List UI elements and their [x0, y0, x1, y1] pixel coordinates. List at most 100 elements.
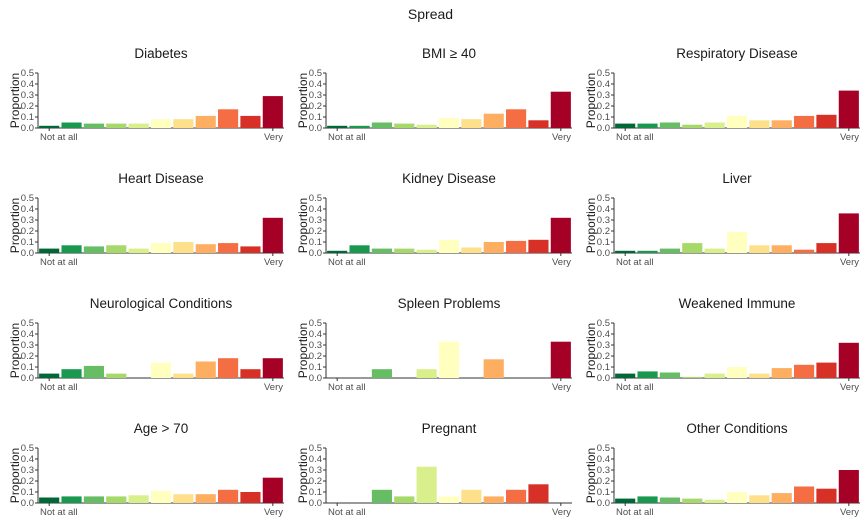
x-tick-label-start: Not at all — [328, 257, 366, 268]
panel-title: Liver — [722, 171, 752, 186]
y-tick-label: 0.1 — [21, 487, 34, 498]
y-tick-label: 0.3 — [21, 90, 34, 101]
y-tick-label: 0.5 — [597, 193, 610, 204]
y-tick-label: 0.0 — [21, 373, 34, 384]
y-tick-label: 0.0 — [21, 123, 34, 134]
bar — [771, 493, 792, 503]
bar — [416, 124, 437, 128]
bar — [528, 239, 549, 253]
x-tick-label-start: Not at all — [40, 132, 78, 143]
y-tick-label: 0.5 — [309, 68, 322, 79]
x-tick-label-start: Not at all — [328, 132, 366, 143]
y-tick-label: 0.5 — [21, 193, 34, 204]
bar — [394, 123, 415, 128]
y-tick-label: 0.1 — [309, 237, 322, 248]
bar — [83, 365, 104, 378]
y-axis-label: Proportion — [296, 73, 310, 128]
chart-panel: Respiratory DiseaseProportion0.00.10.20.… — [584, 46, 860, 143]
y-tick-label: 0.4 — [21, 454, 34, 465]
bar — [61, 369, 82, 378]
bar — [682, 376, 703, 378]
bar — [682, 498, 703, 503]
x-tick-label-end: Very — [552, 507, 571, 518]
bar — [726, 367, 748, 378]
bar — [438, 118, 460, 128]
bar — [816, 243, 837, 253]
bar — [506, 109, 527, 128]
x-tick-label-start: Not at all — [616, 257, 654, 268]
bar — [128, 248, 149, 253]
x-tick-label-end: Very — [552, 257, 571, 268]
chart-panel: Heart Disease Proportion0.00.10.20.30.40.… — [8, 171, 284, 268]
bar — [682, 124, 703, 128]
bar — [39, 373, 60, 378]
bar — [771, 245, 792, 253]
y-tick-label: 0.1 — [597, 237, 610, 248]
bar — [195, 494, 216, 503]
bar — [349, 245, 370, 253]
bar — [39, 248, 60, 253]
bar — [726, 492, 748, 503]
x-tick-label-end: Very — [264, 132, 283, 143]
y-axis-label: Proportion — [296, 198, 310, 253]
bar — [483, 359, 504, 378]
y-tick-label: 0.5 — [309, 443, 322, 454]
y-tick-label: 0.3 — [21, 215, 34, 226]
y-tick-label: 0.4 — [21, 204, 34, 215]
bar — [771, 368, 792, 378]
bar — [106, 123, 127, 128]
bar — [240, 115, 261, 128]
bar — [262, 217, 283, 253]
bar — [838, 342, 859, 378]
bar — [150, 490, 172, 503]
bar — [704, 248, 725, 253]
bar — [506, 240, 527, 253]
y-tick-label: 0.3 — [21, 340, 34, 351]
y-axis-label: Proportion — [8, 198, 22, 253]
bar — [240, 246, 261, 253]
bar — [218, 109, 239, 128]
bar — [83, 496, 104, 503]
bar — [615, 123, 636, 128]
bar — [637, 123, 658, 128]
y-tick-label: 0.4 — [597, 454, 610, 465]
y-tick-label: 0.1 — [21, 362, 34, 373]
y-tick-label: 0.5 — [21, 443, 34, 454]
x-tick-label-end: Very — [264, 382, 283, 393]
bar — [39, 125, 60, 128]
y-tick-label: 0.4 — [309, 329, 322, 340]
panel-title: BMI ≥ 40 — [422, 46, 476, 61]
bar — [704, 499, 725, 503]
bar — [327, 250, 348, 253]
y-tick-label: 0.3 — [309, 465, 322, 476]
bar — [240, 369, 261, 378]
y-axis-label: Proportion — [8, 323, 22, 378]
x-tick-label-end: Very — [264, 507, 283, 518]
bar — [150, 243, 172, 253]
bar — [726, 115, 748, 128]
bar — [637, 371, 658, 378]
bar — [659, 248, 680, 253]
bar — [615, 498, 636, 503]
y-axis-label: Proportion — [584, 448, 598, 503]
bar — [816, 488, 837, 503]
bar — [483, 496, 504, 503]
y-axis-label: Proportion — [8, 73, 22, 128]
bar — [394, 248, 415, 253]
bar — [195, 361, 216, 378]
y-tick-label: 0.4 — [597, 79, 610, 90]
y-tick-label: 0.3 — [597, 340, 610, 351]
y-tick-label: 0.4 — [597, 329, 610, 340]
bar — [106, 373, 127, 378]
bar — [550, 217, 571, 253]
panel-title: Spleen Problems — [398, 296, 501, 311]
bar — [327, 125, 348, 128]
x-tick-label-end: Very — [840, 257, 859, 268]
panel-title: Pregnant — [422, 421, 477, 436]
bar — [483, 113, 504, 128]
panel-title: Neurological Conditions — [90, 296, 233, 311]
